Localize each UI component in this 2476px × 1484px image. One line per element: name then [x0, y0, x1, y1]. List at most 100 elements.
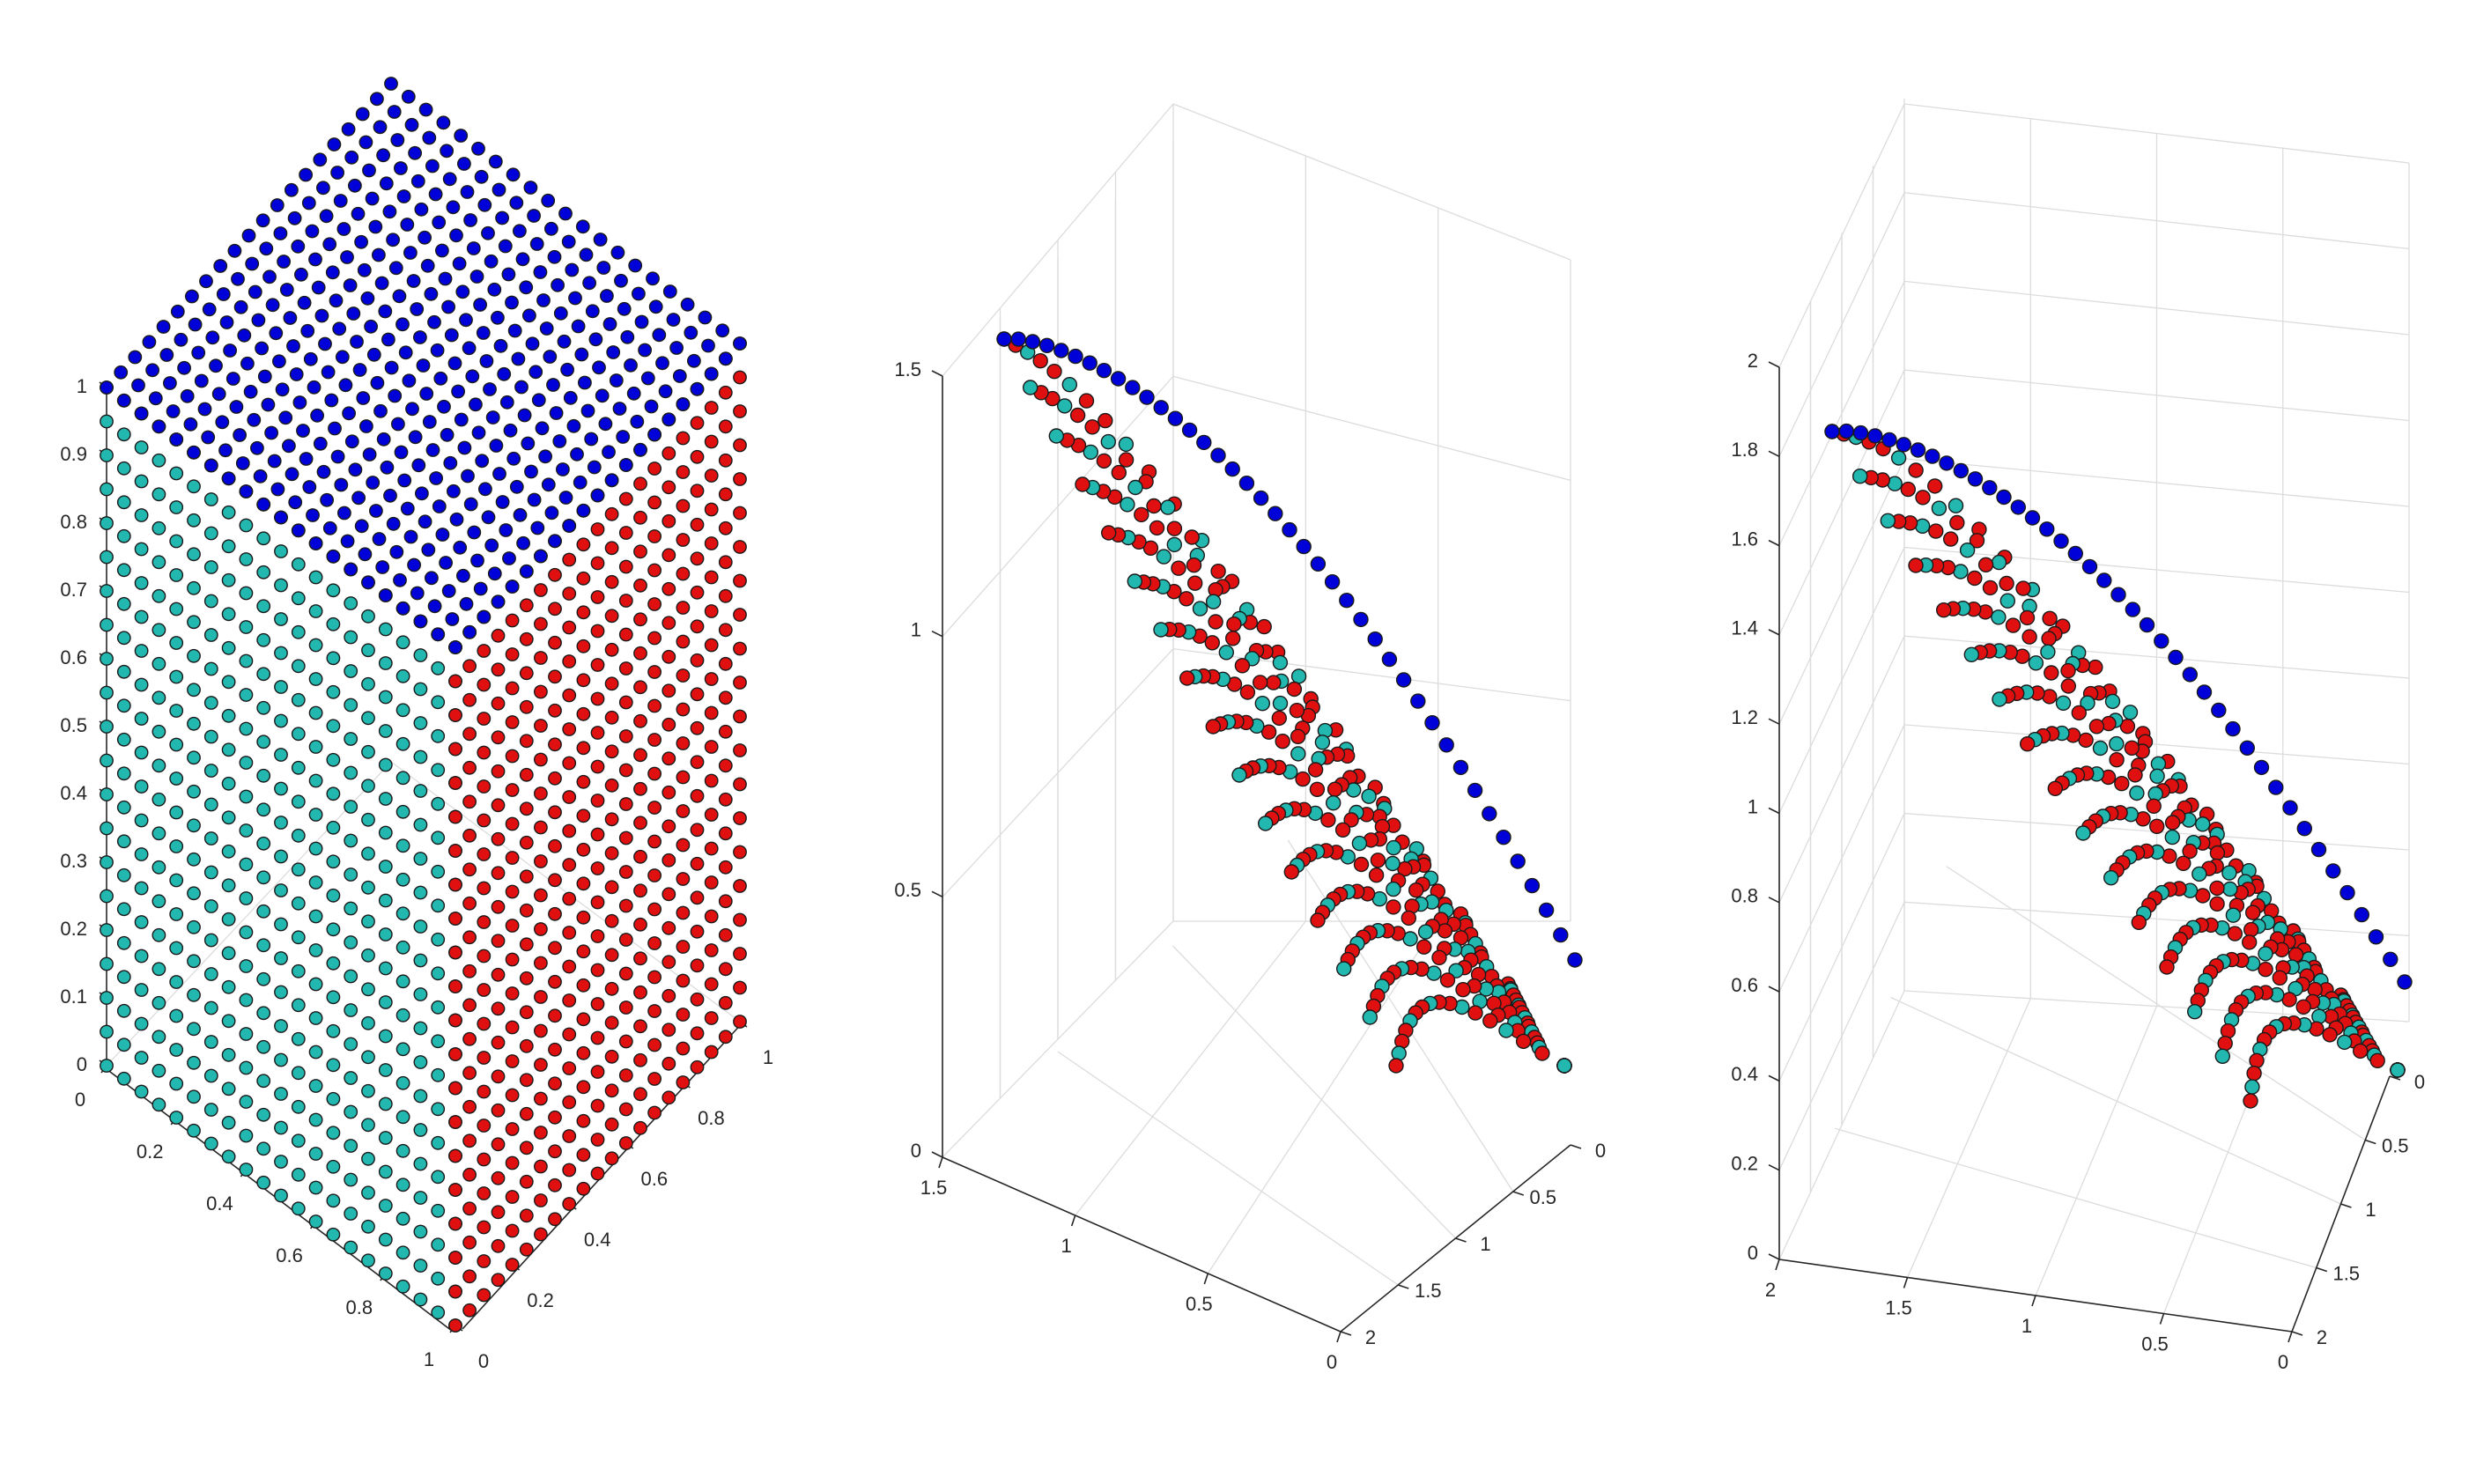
- cube-top-face-point: [524, 464, 538, 479]
- cube-top-face-point: [346, 306, 361, 321]
- cube-right-face-point: [462, 794, 477, 809]
- cube-top-face-point: [247, 412, 262, 427]
- cube-top-face-point: [375, 560, 390, 574]
- cube-left-face-point: [100, 855, 114, 869]
- front-point: [1309, 781, 1326, 797]
- cube-left-face-point: [256, 971, 271, 986]
- front-point: [2243, 921, 2259, 938]
- cube-left-face-point: [395, 940, 410, 955]
- front-point: [2217, 1035, 2233, 1052]
- cube-top-face-point: [386, 516, 401, 531]
- front-point: [1385, 855, 1401, 872]
- cube-left-face-point: [169, 1043, 184, 1057]
- cube-right-face-point: [718, 724, 733, 739]
- cube-top-face-point: [352, 363, 367, 377]
- cube-right-face-point: [604, 1151, 619, 1166]
- cube-top-face-point: [245, 256, 260, 271]
- cube-top-face-point: [459, 596, 474, 611]
- cube-left-face-point: [378, 1131, 393, 1145]
- cube-right-face-point: [448, 877, 462, 892]
- cube-top-face-point: [251, 313, 266, 328]
- front-point: [1534, 1045, 1550, 1061]
- cube-top-face-point: [313, 436, 328, 451]
- front-boundary-point: [1967, 471, 1984, 487]
- cube-left-face-point: [239, 925, 254, 940]
- cube-right-face-point: [519, 903, 534, 918]
- cube-right-face-point: [718, 419, 733, 434]
- cube-top-face-point: [410, 302, 425, 316]
- front-point: [1908, 557, 1924, 573]
- cube-left-face-point: [169, 805, 184, 820]
- cube-right-face-point: [704, 536, 719, 550]
- front-point: [1084, 419, 1100, 435]
- cube-left-face-point: [378, 825, 393, 840]
- cube-right-face-point: [647, 1037, 661, 1052]
- cube-left-face-point: [256, 1074, 271, 1089]
- front-boundary-point: [996, 331, 1012, 347]
- cube-left-face-point: [116, 698, 131, 713]
- cube-left-face-point: [344, 1003, 358, 1017]
- cube-top-face-point: [620, 329, 635, 344]
- cube-top-face-point: [541, 193, 556, 208]
- front-point: [1362, 1009, 1378, 1025]
- front-point: [1515, 1033, 1532, 1050]
- cube-left-face-point: [378, 1063, 393, 1077]
- cube-left-face-point: [152, 894, 166, 909]
- z-tick-label: 0.2: [1731, 1153, 1758, 1175]
- cube-right-face-point: [661, 819, 676, 834]
- front-point: [1991, 609, 2007, 625]
- z-tick-label: 0.8: [60, 511, 87, 533]
- grid-line: [1207, 920, 1439, 1274]
- cube-top-face-point: [270, 482, 285, 497]
- z-tick-label: 1: [1748, 795, 1758, 817]
- cube-left-face-point: [344, 969, 358, 984]
- cube-top-face-point: [588, 332, 603, 347]
- cube-left-face-point: [134, 983, 149, 997]
- cube-top-face-point: [442, 172, 457, 187]
- cube-left-face-point: [431, 796, 446, 811]
- cube-top-face-point: [330, 166, 344, 180]
- front-point: [1467, 1005, 1483, 1021]
- cube-left-face-point: [378, 893, 393, 908]
- cube-top-face-point: [584, 432, 599, 447]
- cube-top-face-point: [387, 105, 402, 119]
- cube-right-face-point: [690, 788, 705, 803]
- grid-line: [1172, 945, 1456, 1239]
- cube-right-face-point: [633, 748, 647, 763]
- grid-line: [1778, 546, 2410, 814]
- cube-right-face-point: [590, 1166, 605, 1181]
- cube-top-face-point: [460, 185, 475, 199]
- cube-left-face-point: [239, 1163, 254, 1177]
- cube-left-face-point: [344, 596, 358, 610]
- front-point: [2122, 705, 2139, 720]
- cube-right-face-point: [576, 706, 591, 721]
- cube-right-face-point: [477, 847, 492, 861]
- z-tick-label: 0: [1748, 1242, 1758, 1264]
- cube-right-face-point: [676, 702, 691, 717]
- front-point: [1048, 428, 1065, 444]
- cube-right-face-point: [448, 979, 462, 993]
- front-point: [1969, 533, 1985, 549]
- cube-right-face-point: [676, 1008, 691, 1022]
- x-tick-label: 1.5: [1885, 1296, 1912, 1318]
- cube-right-face-point: [590, 759, 605, 774]
- cube-right-face-point: [618, 1000, 633, 1015]
- cube-right-face-point: [477, 677, 492, 692]
- cube-top-face-point: [438, 271, 453, 286]
- front-boundary-point: [2096, 572, 2112, 588]
- grid-line: [1890, 996, 2341, 1205]
- cube-top-face-point: [314, 308, 329, 323]
- x-axis-line: [942, 1156, 1341, 1333]
- cube-top-face-point: [602, 445, 616, 460]
- front-point: [2182, 843, 2198, 860]
- cube-left-face-point: [116, 596, 131, 611]
- cube-top-face-point: [489, 439, 504, 453]
- cube-right-face-point: [491, 1170, 506, 1185]
- cube-left-face-point: [361, 1219, 375, 1234]
- front-point: [1327, 781, 1343, 797]
- cube-top-face-point: [372, 532, 387, 546]
- cube-right-face-point: [505, 1054, 520, 1068]
- front-point: [1289, 703, 1305, 719]
- cube-right-face-point: [576, 1148, 591, 1163]
- cube-left-face-point: [274, 578, 288, 593]
